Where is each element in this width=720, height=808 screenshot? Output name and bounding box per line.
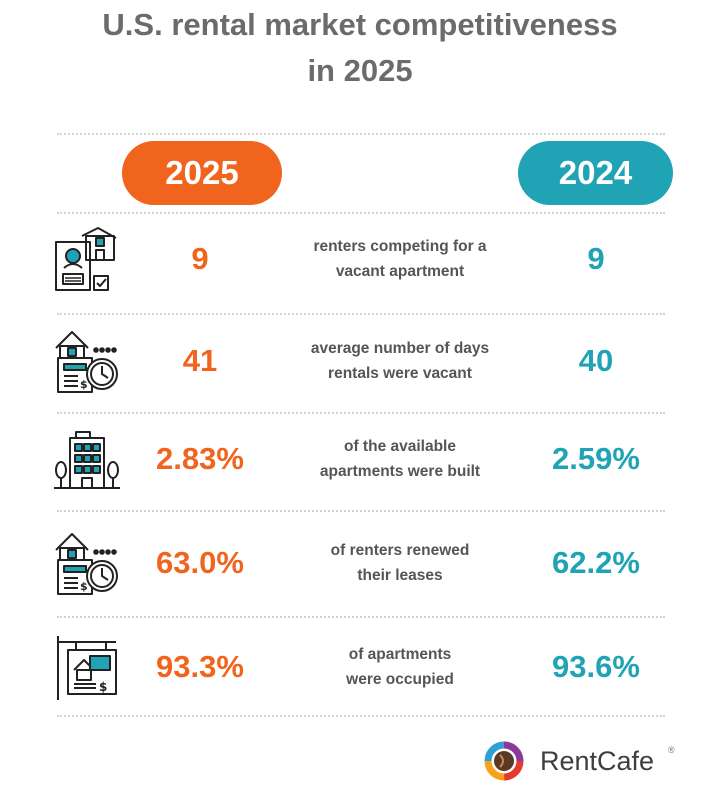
stat-description: renters competing for a vacant apartment (290, 214, 510, 304)
stat-row-apartments-built: 2.83% of the available apartments were b… (0, 414, 720, 504)
value-2025: 41 (182, 343, 218, 378)
value-2024: 2.59% (552, 441, 640, 476)
renter-profile-house-icon (55, 227, 117, 291)
description-line1: of renters renewed (330, 542, 470, 559)
rentcafe-logo-ring-icon (484, 741, 524, 781)
description-line2: vacant apartment (335, 263, 465, 280)
house-document-clock-icon: $ (55, 331, 118, 393)
description-line2: were occupied (346, 671, 454, 688)
divider (57, 313, 665, 315)
stat-description: of the available apartments were built (290, 414, 510, 504)
description-line1: of apartments (348, 646, 452, 663)
for-rent-sign-icon: $ (57, 636, 117, 700)
divider (57, 412, 665, 414)
value-2025: 9 (191, 241, 209, 276)
stat-description: of renters renewed their leases (290, 518, 510, 608)
svg-text:$: $ (99, 680, 107, 694)
apartment-building-trees-icon (54, 431, 120, 489)
year-2024-badge: 2024 (518, 141, 673, 205)
page-title-line2: in 2025 (307, 53, 413, 88)
value-2024: 93.6% (552, 649, 640, 684)
divider (57, 616, 665, 618)
value-2025: 63.0% (156, 545, 244, 580)
description-line2: rentals were vacant (328, 365, 472, 382)
svg-text:$: $ (80, 378, 88, 391)
stat-row-renters-competing: 9 renters competing for a vacant apartme… (0, 214, 720, 304)
stat-description: of apartments were occupied (290, 622, 510, 712)
divider (57, 133, 665, 135)
year-2025-badge: 2025 (122, 141, 282, 205)
value-2024: 40 (578, 343, 614, 378)
brand-name: RentCafe (540, 746, 655, 776)
page-title-line1: U.S. rental market competitiveness (102, 7, 618, 42)
stat-description: average number of days rentals were vaca… (290, 316, 510, 406)
svg-text:$: $ (80, 580, 88, 593)
value-2025: 2.83% (156, 441, 244, 476)
stat-row-renewed-leases: $ 63.0% of renters renewed their leases … (0, 518, 720, 608)
description-line2: apartments were built (319, 463, 481, 480)
divider (57, 715, 665, 717)
rentcafe-logo: RentCafe ® (480, 737, 680, 787)
stat-row-occupied: $ 93.3% of apartments were occupied 93.6… (0, 622, 720, 712)
value-2024: 9 (587, 241, 605, 276)
description-line1: of the available (344, 438, 456, 455)
value-2025: 93.3% (156, 649, 244, 684)
house-document-clock-icon: $ (55, 533, 118, 595)
divider (57, 212, 665, 214)
description-line1: renters competing for a (313, 238, 487, 255)
value-2024: 62.2% (552, 545, 640, 580)
description-line2: their leases (357, 567, 443, 584)
registered-mark: ® (668, 745, 675, 755)
divider (57, 510, 665, 512)
page-title: U.S. rental market competitiveness in 20… (0, 2, 720, 94)
stat-row-days-vacant: $ 41 average number of days rentals were… (0, 316, 720, 406)
description-line1: average number of days (310, 340, 490, 357)
